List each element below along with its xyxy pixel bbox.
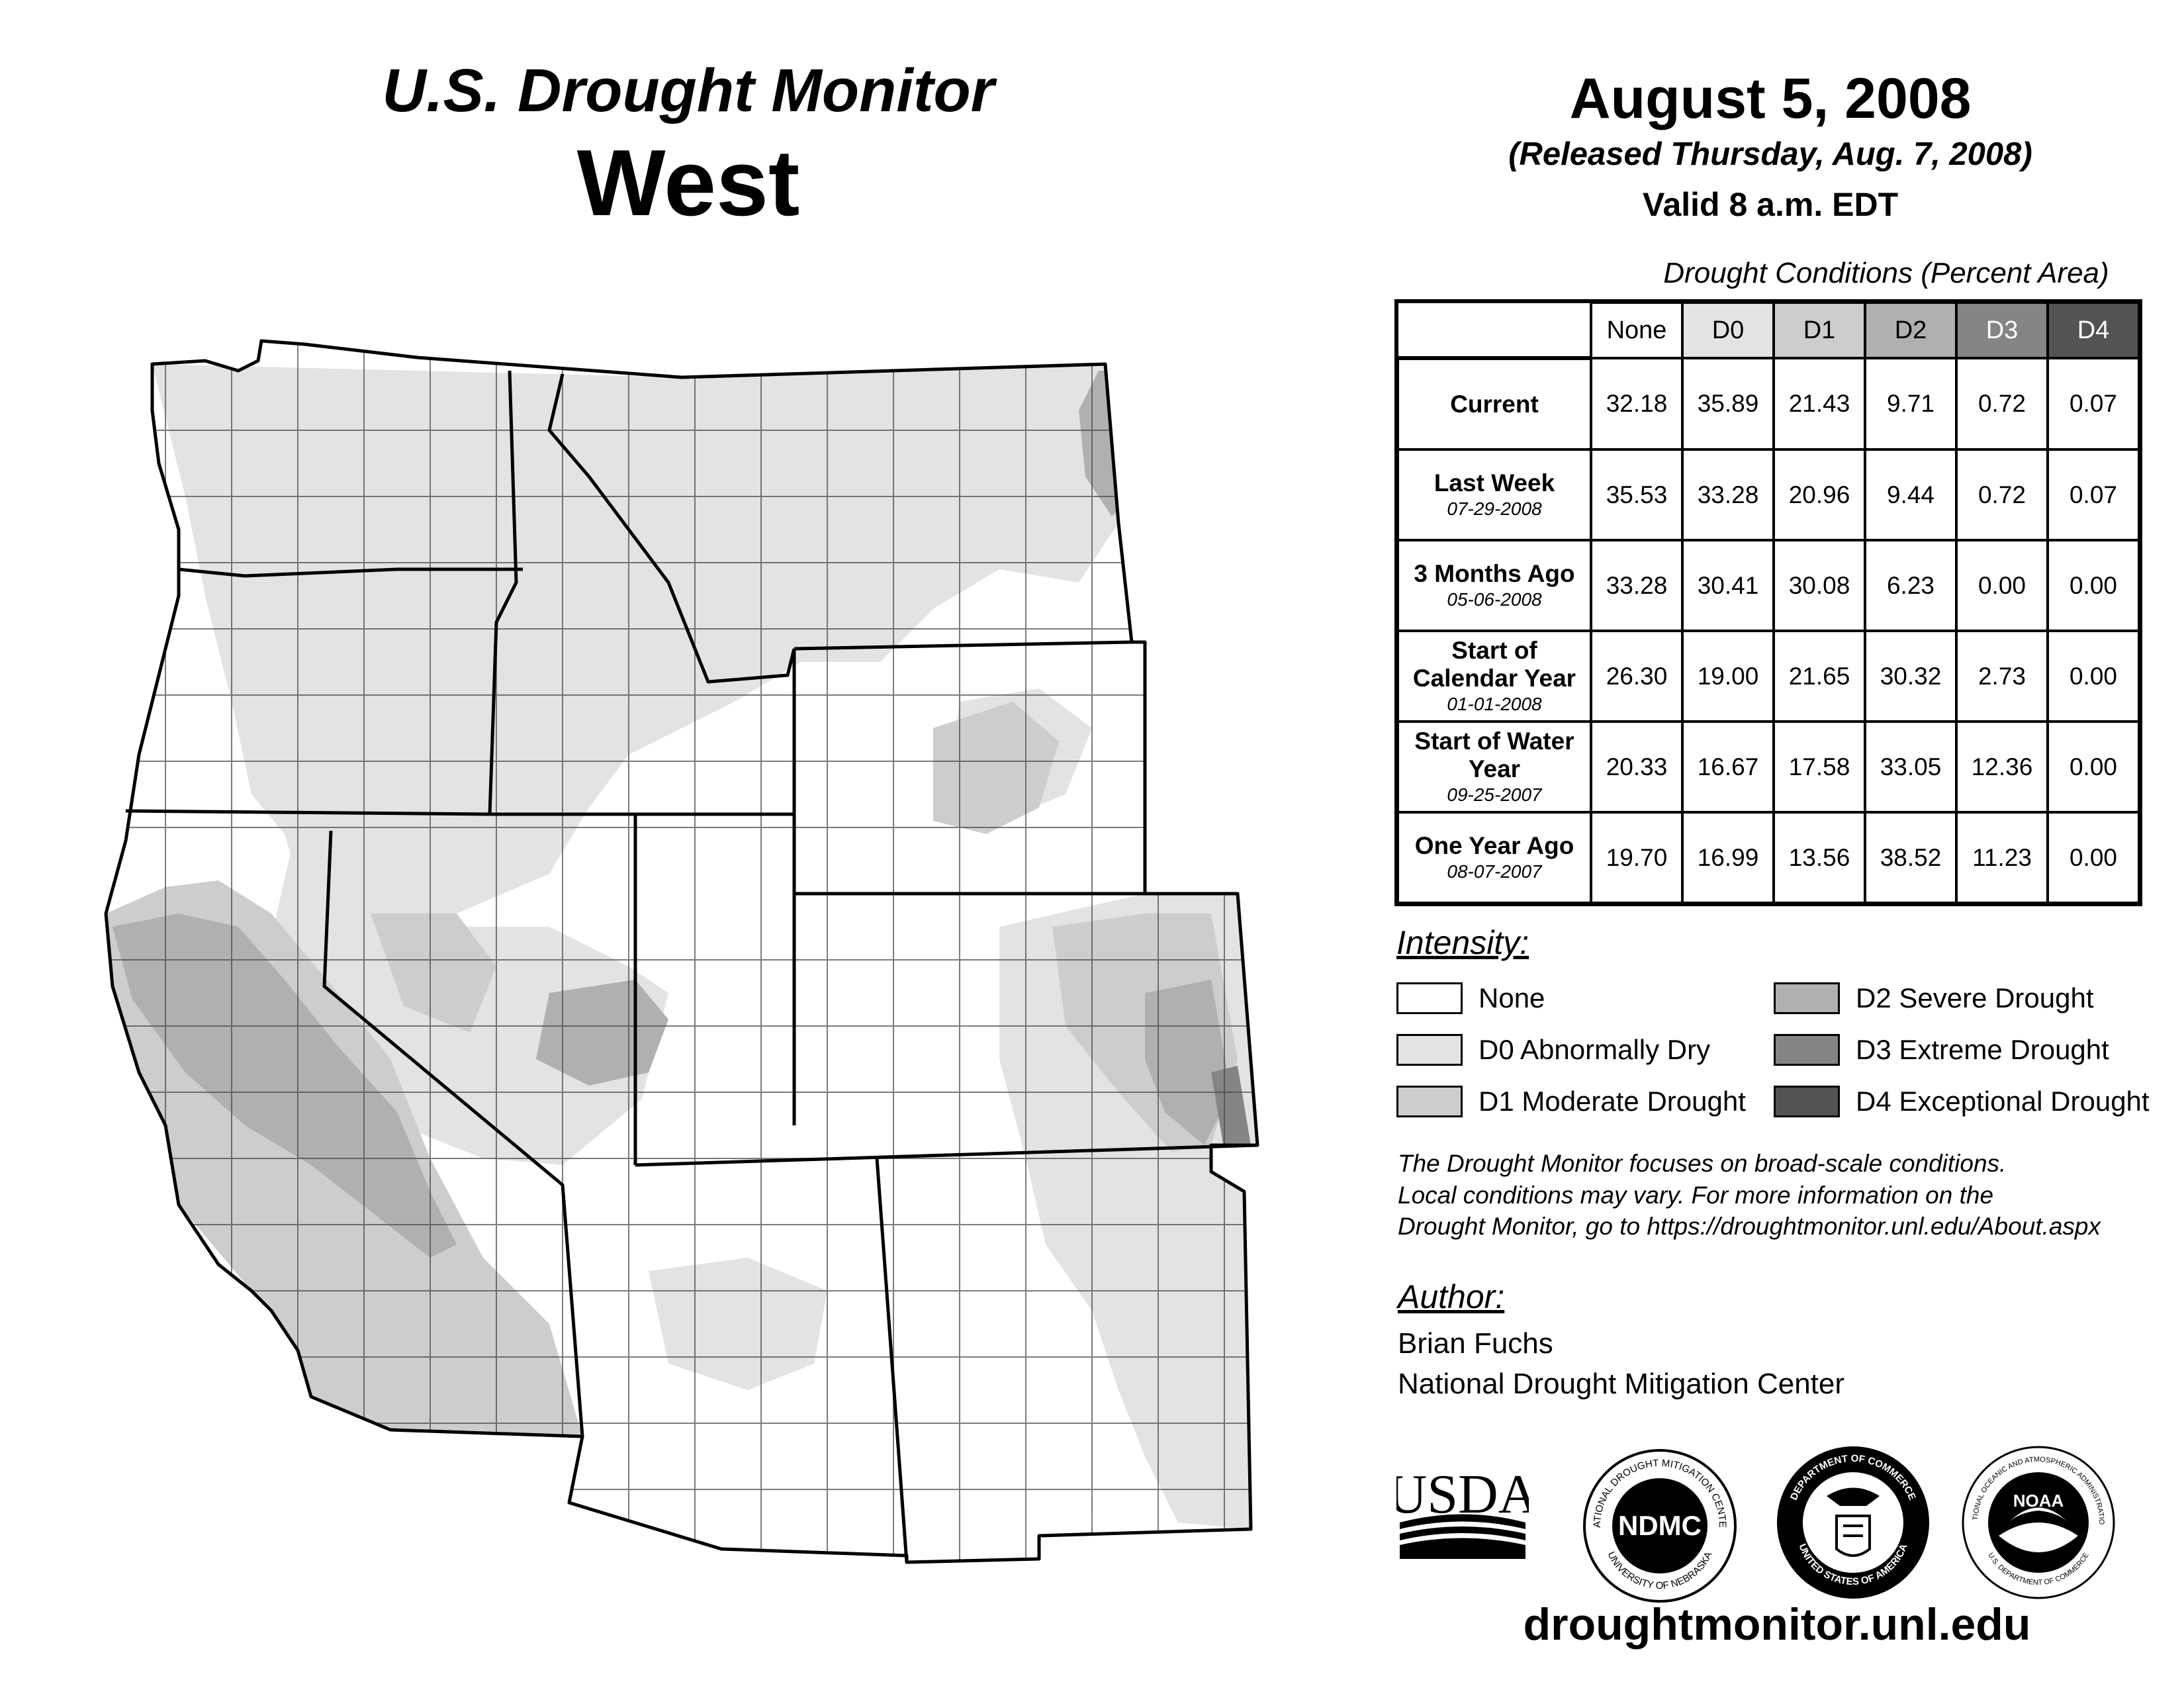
cell-d1: 13.56: [1772, 811, 1866, 904]
legend-label: D0 Abnormally Dry: [1479, 1034, 1711, 1065]
table-header-row: None D0 D1 D2 D3 D4: [1398, 301, 2140, 360]
legend-swatch: [1774, 1086, 1840, 1117]
legend-item-d2: D2 Severe Drought: [1774, 980, 2094, 1017]
legend-label: D1 Moderate Drought: [1479, 1086, 1746, 1117]
cell-d3: 11.23: [1955, 811, 2049, 904]
drought-map: [104, 339, 1259, 1564]
noaa-logo: NATIONAL OCEANIC AND ATMOSPHERIC ADMINIS…: [1959, 1443, 2115, 1599]
cell-none: 19.70: [1590, 811, 1684, 904]
cell-d0: 33.28: [1681, 448, 1775, 541]
ndmc-logo: NATIONAL DROUGHT MITIGATION CENTER UNIVE…: [1580, 1446, 1737, 1603]
table-row: Last Week 07-29-2008 35.53 33.28 20.96 9.…: [1396, 448, 2140, 541]
cell-none: 20.33: [1590, 720, 1684, 814]
cell-none: 35.53: [1590, 448, 1684, 541]
row-label: Start of Water Year 09-25-2007: [1396, 720, 1592, 814]
map-date: August 5, 2008: [1569, 67, 1972, 130]
legend-item-d3: D3 Extreme Drought: [1774, 1031, 2109, 1068]
cell-d3: 0.00: [1955, 539, 2049, 632]
cell-d2: 30.32: [1864, 630, 1958, 723]
legend-item-d1: D1 Moderate Drought: [1396, 1083, 1746, 1120]
cell-d4: 0.00: [2046, 720, 2140, 814]
column-header-d0: D0: [1681, 301, 1775, 359]
legend-swatch: [1774, 1034, 1840, 1066]
table-body: Current 32.18 35.89 21.43 9.71 0.72 0.07…: [1396, 357, 2140, 904]
note-line: The Drought Monitor focuses on broad-sca…: [1398, 1150, 2007, 1177]
table-row: 3 Months Ago 05-06-2008 33.28 30.41 30.08…: [1396, 539, 2140, 632]
note-line: Drought Monitor, go to https://droughtmo…: [1398, 1213, 2101, 1240]
legend-swatch: [1396, 1086, 1463, 1117]
cell-d1: 17.58: [1772, 720, 1866, 814]
row-label: Current: [1396, 357, 1592, 451]
svg-text:NOAA: NOAA: [2013, 1491, 2064, 1511]
cell-d0: 16.67: [1681, 720, 1775, 814]
department-of-commerce-seal: DEPARTMENT OF COMMERCE UNITED STATES OF …: [1777, 1446, 1929, 1599]
table-corner: [1398, 303, 1591, 360]
legend-item-none: None: [1396, 980, 1545, 1017]
legend-item-d4: D4 Exceptional Drought: [1774, 1083, 2150, 1120]
cell-d0: 19.00: [1681, 630, 1775, 723]
column-header-none: None: [1590, 301, 1684, 359]
legend-label: D3 Extreme Drought: [1856, 1034, 2109, 1065]
cell-d3: 0.72: [1955, 448, 2049, 541]
row-label: Start of Calendar Year 01-01-2008: [1396, 630, 1592, 723]
map-subtitle: U.S. Drought Monitor: [382, 57, 995, 124]
cell-d3: 12.36: [1955, 720, 2049, 814]
cell-none: 26.30: [1590, 630, 1684, 723]
table-row: Current 32.18 35.89 21.43 9.71 0.72 0.07: [1396, 357, 2140, 451]
row-label: Last Week 07-29-2008: [1396, 448, 1592, 541]
cell-d2: 9.71: [1864, 357, 1958, 451]
cell-d4: 0.07: [2046, 357, 2140, 451]
legend-label: D4 Exceptional Drought: [1856, 1086, 2150, 1117]
table-row: Start of Water Year 09-25-2007 20.33 16.6…: [1396, 720, 2140, 814]
cell-d2: 38.52: [1864, 811, 1958, 904]
cell-d4: 0.00: [2046, 811, 2140, 904]
valid-time: Valid 8 a.m. EDT: [1642, 186, 1899, 223]
cell-none: 32.18: [1590, 357, 1684, 451]
legend-label: D2 Severe Drought: [1856, 982, 2094, 1013]
legend-title: Intensity:: [1396, 924, 1529, 961]
author-organization: National Drought Mitigation Center: [1398, 1368, 1845, 1400]
usda-logo: USDA: [1396, 1464, 1529, 1559]
table-row: One Year Ago 08-07-2007 19.70 16.99 13.56…: [1396, 811, 2140, 904]
column-header-d4: D4: [2046, 301, 2140, 359]
cell-d4: 0.00: [2046, 539, 2140, 632]
note-line: Local conditions may vary. For more info…: [1398, 1182, 1994, 1209]
cell-d0: 16.99: [1681, 811, 1775, 904]
legend-item-d0: D0 Abnormally Dry: [1396, 1031, 1710, 1068]
column-header-d1: D1: [1772, 301, 1866, 359]
website-link[interactable]: droughtmonitor.unl.edu: [1523, 1599, 2031, 1650]
cell-d1: 21.65: [1772, 630, 1866, 723]
cell-d4: 0.07: [2046, 448, 2140, 541]
cell-d1: 20.96: [1772, 448, 1866, 541]
cell-d0: 35.89: [1681, 357, 1775, 451]
cell-d1: 21.43: [1772, 357, 1866, 451]
row-label: One Year Ago 08-07-2007: [1396, 811, 1592, 904]
legend-label: None: [1479, 982, 1545, 1013]
region-title: West: [576, 130, 800, 236]
cell-d4: 0.00: [2046, 630, 2140, 723]
column-header-d2: D2: [1864, 301, 1958, 359]
cell-d3: 0.72: [1955, 357, 2049, 451]
svg-text:NDMC: NDMC: [1618, 1510, 1702, 1541]
release-note: (Released Thursday, Aug. 7, 2008): [1508, 136, 2032, 172]
cell-d2: 33.05: [1864, 720, 1958, 814]
column-header-d3: D3: [1955, 301, 2049, 359]
table-row: Start of Calendar Year 01-01-2008 26.30 1…: [1396, 630, 2140, 723]
legend-swatch: [1396, 982, 1463, 1014]
row-label: 3 Months Ago 05-06-2008: [1396, 539, 1592, 632]
drought-conditions-table: None D0 D1 D2 D3 D4 Current 32.18 35.89 …: [1394, 299, 2142, 906]
cell-d0: 30.41: [1681, 539, 1775, 632]
legend-swatch: [1396, 1034, 1463, 1066]
cell-d2: 9.44: [1864, 448, 1958, 541]
cell-d1: 30.08: [1772, 539, 1866, 632]
cell-d2: 6.23: [1864, 539, 1958, 632]
author-name: Brian Fuchs: [1398, 1327, 1553, 1360]
legend-swatch: [1774, 982, 1840, 1014]
author-heading: Author:: [1398, 1278, 1505, 1315]
cell-none: 33.28: [1590, 539, 1684, 632]
cell-d3: 2.73: [1955, 630, 2049, 723]
table-caption: Drought Conditions (Percent Area): [1663, 257, 2109, 289]
